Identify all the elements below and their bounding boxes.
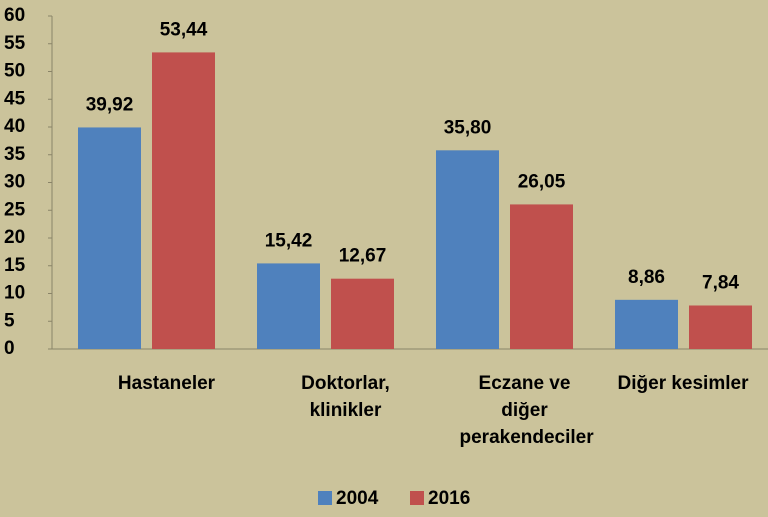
value-label: 12,67 bbox=[339, 246, 387, 267]
legend-swatch bbox=[318, 491, 332, 505]
y-tick-label: 10 bbox=[4, 283, 25, 304]
bar bbox=[152, 52, 215, 350]
y-tick-label: 40 bbox=[4, 116, 25, 137]
bar bbox=[78, 127, 141, 349]
bar bbox=[436, 150, 499, 349]
y-tick-label: 60 bbox=[4, 5, 25, 26]
x-tick-label: Eczane ve diğer perakendeciler bbox=[459, 373, 594, 448]
bar bbox=[510, 204, 573, 349]
value-label: 53,44 bbox=[160, 19, 208, 40]
legend-label: 2004 bbox=[336, 488, 379, 509]
y-tick-label: 20 bbox=[4, 227, 25, 248]
legend-label: 2016 bbox=[428, 488, 470, 509]
bar bbox=[257, 263, 320, 349]
legend-swatch bbox=[410, 491, 424, 505]
value-label: 7,84 bbox=[702, 273, 739, 294]
y-tick-label: 15 bbox=[4, 255, 26, 276]
bar bbox=[331, 278, 394, 349]
y-tick-label: 5 bbox=[4, 310, 15, 331]
x-tick-label: Hastaneler bbox=[117, 373, 216, 394]
y-tick-label: 35 bbox=[4, 144, 26, 165]
value-label: 35,80 bbox=[444, 117, 492, 138]
value-label: 39,92 bbox=[86, 94, 134, 115]
value-label: 26,05 bbox=[518, 171, 566, 192]
bar bbox=[689, 305, 752, 349]
y-tick-label: 55 bbox=[4, 33, 26, 54]
y-tick-label: 30 bbox=[4, 172, 25, 193]
y-tick-label: 45 bbox=[4, 88, 26, 109]
bar bbox=[615, 299, 678, 349]
y-tick-label: 0 bbox=[4, 338, 15, 359]
value-label: 8,86 bbox=[628, 267, 665, 288]
y-tick-label: 25 bbox=[4, 199, 26, 220]
x-tick-label: Doktorlar, klinikler bbox=[301, 373, 390, 421]
x-tick-label: Diğer kesimler bbox=[617, 373, 749, 394]
value-label: 15,42 bbox=[265, 230, 313, 251]
y-tick-label: 50 bbox=[4, 61, 25, 82]
